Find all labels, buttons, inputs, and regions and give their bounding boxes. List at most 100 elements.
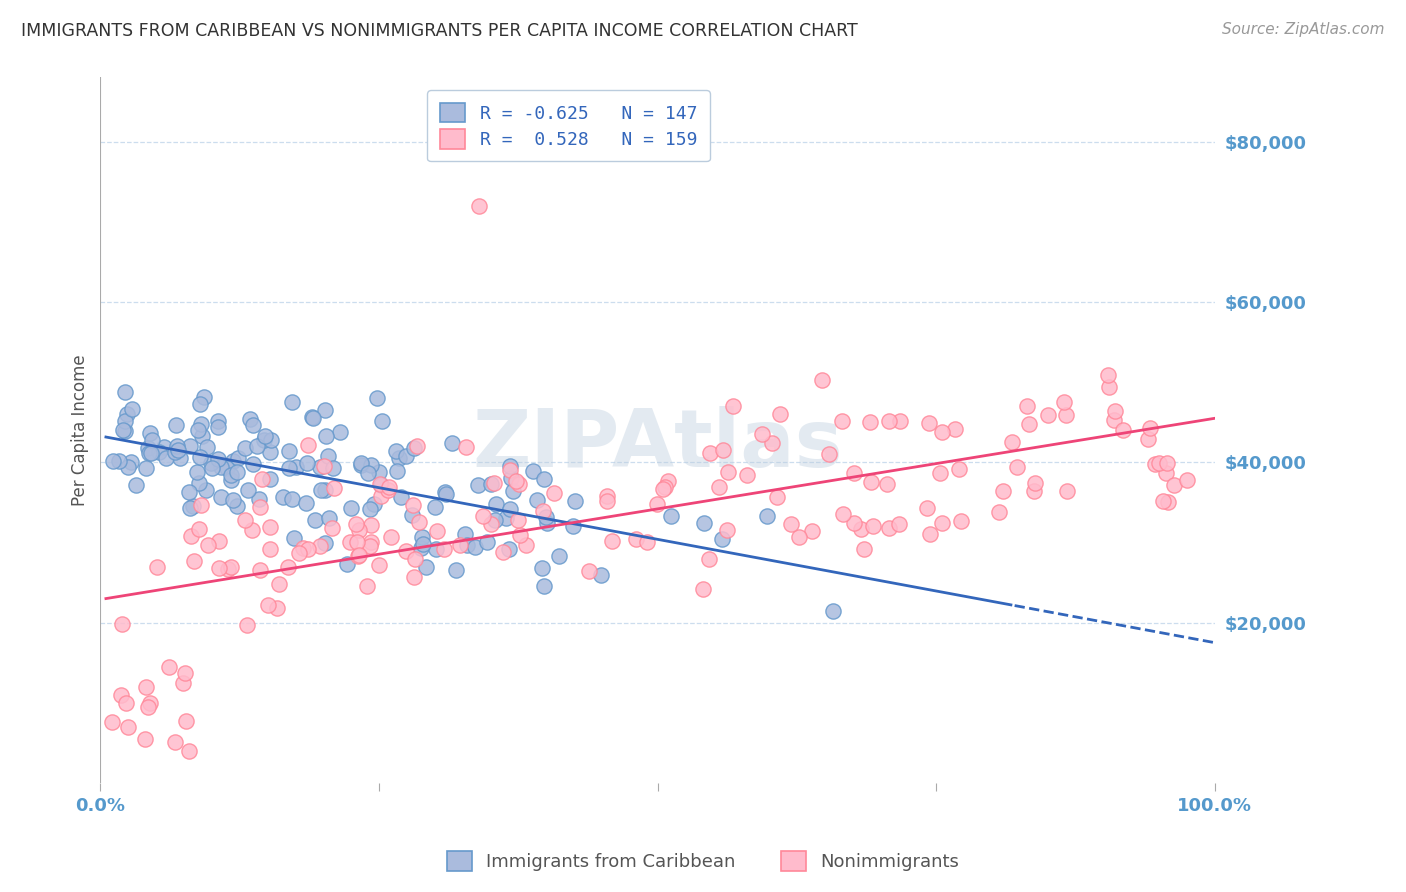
Point bbox=[526, 493, 548, 508]
Point bbox=[108, 454, 131, 468]
Point bbox=[283, 531, 305, 545]
Point bbox=[277, 560, 299, 574]
Point bbox=[789, 529, 811, 543]
Point bbox=[508, 477, 530, 491]
Point bbox=[190, 499, 212, 513]
Point bbox=[165, 735, 187, 749]
Point bbox=[111, 616, 134, 631]
Point bbox=[346, 535, 368, 549]
Point bbox=[148, 444, 170, 458]
Point bbox=[322, 481, 344, 495]
Point bbox=[221, 454, 243, 468]
Point bbox=[114, 424, 136, 438]
Point bbox=[208, 534, 231, 549]
Point bbox=[236, 483, 259, 497]
Point bbox=[297, 437, 319, 451]
Point bbox=[138, 426, 160, 441]
Point bbox=[1137, 432, 1160, 446]
Point bbox=[259, 472, 281, 486]
Point bbox=[1007, 460, 1029, 475]
Point bbox=[1022, 484, 1045, 499]
Point bbox=[266, 601, 288, 615]
Point bbox=[226, 499, 249, 513]
Point bbox=[917, 416, 939, 430]
Point bbox=[531, 561, 554, 575]
Point bbox=[595, 493, 617, 508]
Point bbox=[225, 465, 247, 479]
Point bbox=[378, 480, 401, 494]
Point bbox=[499, 471, 522, 485]
Point bbox=[347, 549, 370, 564]
Point bbox=[711, 442, 734, 457]
Point bbox=[993, 483, 1015, 498]
Point bbox=[1102, 413, 1125, 427]
Point bbox=[336, 557, 359, 571]
Legend: R = -0.625   N = 147, R =  0.528   N = 159: R = -0.625 N = 147, R = 0.528 N = 159 bbox=[427, 90, 710, 161]
Point bbox=[578, 564, 600, 578]
Point bbox=[779, 517, 801, 532]
Point bbox=[339, 535, 361, 549]
Point bbox=[292, 541, 315, 555]
Point bbox=[207, 451, 229, 466]
Point bbox=[499, 458, 522, 473]
Point bbox=[136, 441, 159, 455]
Point bbox=[179, 501, 201, 516]
Point bbox=[433, 542, 456, 557]
Point bbox=[233, 513, 256, 527]
Point bbox=[404, 551, 426, 566]
Point bbox=[188, 397, 211, 411]
Point bbox=[415, 560, 437, 574]
Point bbox=[280, 491, 302, 506]
Point bbox=[360, 458, 382, 472]
Point bbox=[810, 373, 832, 387]
Point bbox=[367, 558, 389, 572]
Point bbox=[823, 604, 845, 618]
Point bbox=[117, 720, 139, 734]
Point bbox=[207, 420, 229, 434]
Point bbox=[425, 541, 447, 556]
Point bbox=[1153, 494, 1175, 508]
Point bbox=[157, 659, 180, 673]
Point bbox=[949, 514, 972, 528]
Point bbox=[209, 490, 232, 504]
Point bbox=[564, 494, 586, 508]
Point bbox=[201, 461, 224, 475]
Point bbox=[1156, 467, 1178, 481]
Point bbox=[499, 502, 522, 516]
Point bbox=[179, 440, 201, 454]
Point bbox=[350, 458, 373, 472]
Point bbox=[165, 418, 187, 433]
Point bbox=[278, 461, 301, 475]
Point bbox=[111, 423, 134, 437]
Point bbox=[412, 537, 434, 551]
Point bbox=[498, 541, 520, 556]
Point bbox=[165, 445, 187, 459]
Point bbox=[360, 535, 382, 549]
Point bbox=[411, 530, 433, 544]
Point bbox=[1001, 434, 1024, 449]
Point bbox=[943, 422, 966, 436]
Point bbox=[169, 450, 191, 465]
Point bbox=[388, 451, 411, 466]
Point bbox=[479, 517, 502, 532]
Point bbox=[852, 541, 875, 556]
Point bbox=[247, 491, 270, 506]
Point bbox=[548, 549, 571, 563]
Point bbox=[862, 519, 884, 533]
Point bbox=[876, 477, 898, 491]
Point bbox=[110, 688, 132, 702]
Point bbox=[249, 500, 271, 514]
Point bbox=[350, 456, 373, 470]
Point bbox=[219, 468, 242, 483]
Point bbox=[281, 395, 304, 409]
Point bbox=[484, 497, 506, 511]
Point bbox=[1098, 379, 1121, 393]
Point bbox=[887, 517, 910, 532]
Point bbox=[120, 455, 142, 469]
Text: ZIPAtlas: ZIPAtlas bbox=[472, 406, 844, 483]
Point bbox=[117, 460, 139, 475]
Point bbox=[180, 529, 202, 543]
Point bbox=[155, 450, 177, 465]
Point bbox=[409, 541, 432, 556]
Point bbox=[1097, 368, 1119, 382]
